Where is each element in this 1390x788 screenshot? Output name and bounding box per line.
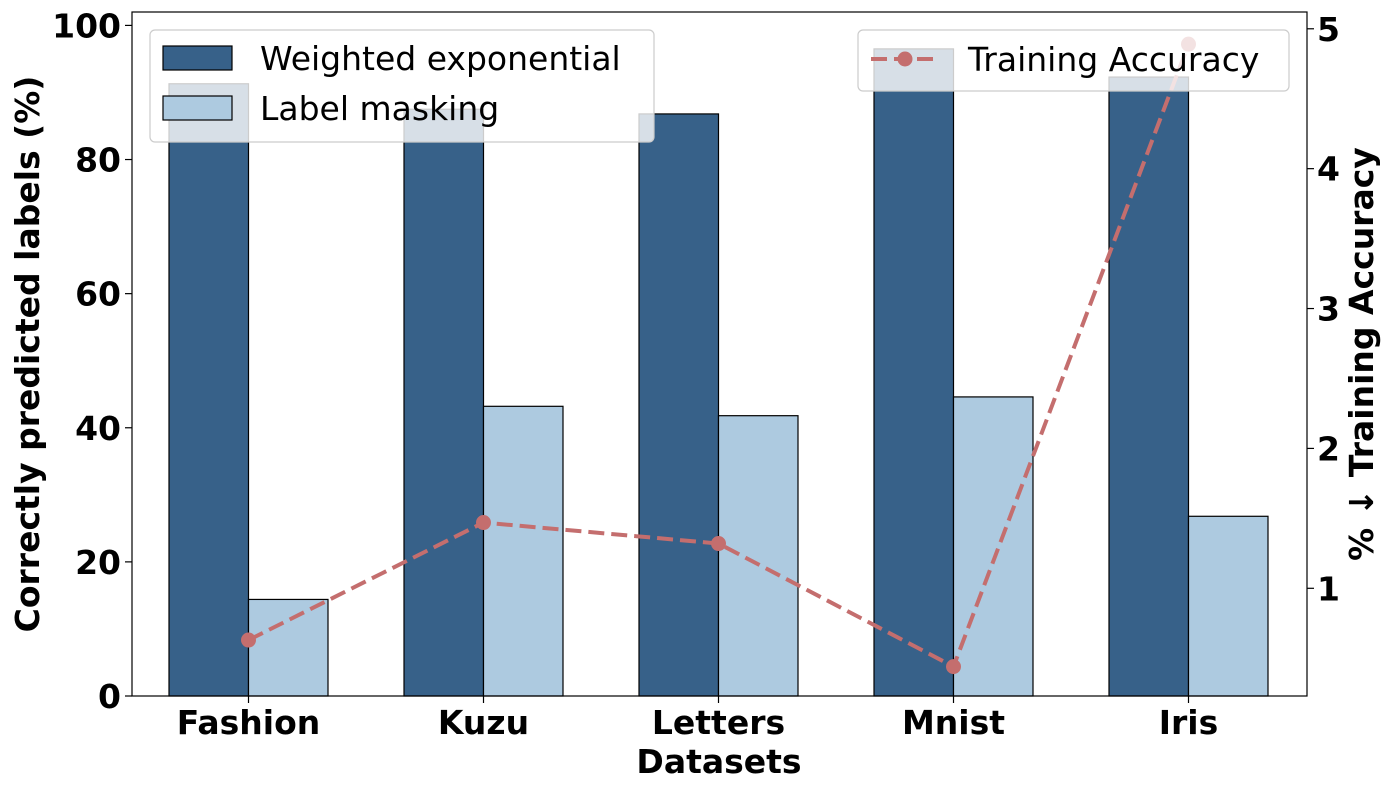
x-axis-title: Datasets bbox=[636, 742, 801, 781]
plot-frame bbox=[131, 11, 1308, 697]
bar-label-masking-kuzu bbox=[482, 405, 564, 697]
right-tick-label: 5 bbox=[1317, 10, 1340, 49]
legend-swatch-1 bbox=[162, 95, 233, 121]
x-tick-label-iris: Iris bbox=[1159, 703, 1219, 742]
right-tick-label: 1 bbox=[1317, 569, 1340, 608]
bars-layer bbox=[168, 48, 1269, 697]
y2-axis-title: % ↓ Training Accuracy bbox=[1342, 147, 1381, 561]
right-tick-label: 3 bbox=[1317, 290, 1340, 329]
x-tick-label-kuzu: Kuzu bbox=[438, 703, 529, 742]
legend-label: Weighted exponential bbox=[260, 39, 621, 78]
left-tick-label: 80 bbox=[75, 141, 121, 180]
legend-marker-swatch bbox=[897, 51, 913, 67]
legend-left: Weighted exponential Label masking bbox=[149, 29, 655, 143]
left-tick-label: 60 bbox=[75, 275, 121, 314]
legend-swatch-0 bbox=[162, 45, 233, 71]
left-tick-label: 100 bbox=[52, 6, 121, 45]
training-accuracy-point-fashion bbox=[241, 632, 256, 648]
legend-left-frame bbox=[149, 29, 655, 143]
legend-label: Training Accuracy bbox=[967, 40, 1259, 79]
left-tick-label: 40 bbox=[75, 409, 121, 448]
bar-label-masking-fashion bbox=[247, 598, 329, 697]
right-axis: 1 2 3 4 5 bbox=[1307, 10, 1340, 608]
bar-weighted-exponential-letters bbox=[638, 113, 720, 697]
bar-weighted-exponential-iris bbox=[1108, 76, 1190, 697]
right-tick-label: 4 bbox=[1317, 150, 1340, 189]
x-tick-label-mnist: Mnist bbox=[902, 703, 1005, 742]
training-accuracy-point-kuzu bbox=[476, 515, 491, 531]
x-axis: Fashion Kuzu Letters Mnist Iris bbox=[177, 696, 1219, 742]
training-accuracy-point-letters bbox=[711, 536, 726, 552]
bar-weighted-exponential-mnist bbox=[873, 48, 955, 697]
legend-right-frame bbox=[857, 29, 1290, 92]
bar-weighted-exponential-kuzu bbox=[403, 108, 485, 697]
y-axis-title: Correctly predicted labels (%) bbox=[8, 76, 47, 633]
bar-label-masking-iris bbox=[1187, 515, 1269, 697]
x-tick-label-fashion: Fashion bbox=[177, 703, 321, 742]
right-tick-label: 2 bbox=[1317, 429, 1340, 468]
legend-label: Label masking bbox=[260, 89, 499, 128]
x-tick-label-letters: Letters bbox=[652, 703, 785, 742]
training-accuracy-point-mnist bbox=[946, 659, 961, 675]
left-tick-label: 0 bbox=[98, 677, 121, 716]
bar-label-masking-letters bbox=[717, 415, 799, 697]
bar-label-masking-mnist bbox=[952, 396, 1034, 697]
left-axis: 0 20 40 60 80 100 bbox=[52, 6, 132, 716]
bar-weighted-exponential-fashion bbox=[168, 83, 250, 697]
left-tick-label: 20 bbox=[75, 543, 121, 582]
legend-right: Training Accuracy bbox=[857, 29, 1290, 92]
